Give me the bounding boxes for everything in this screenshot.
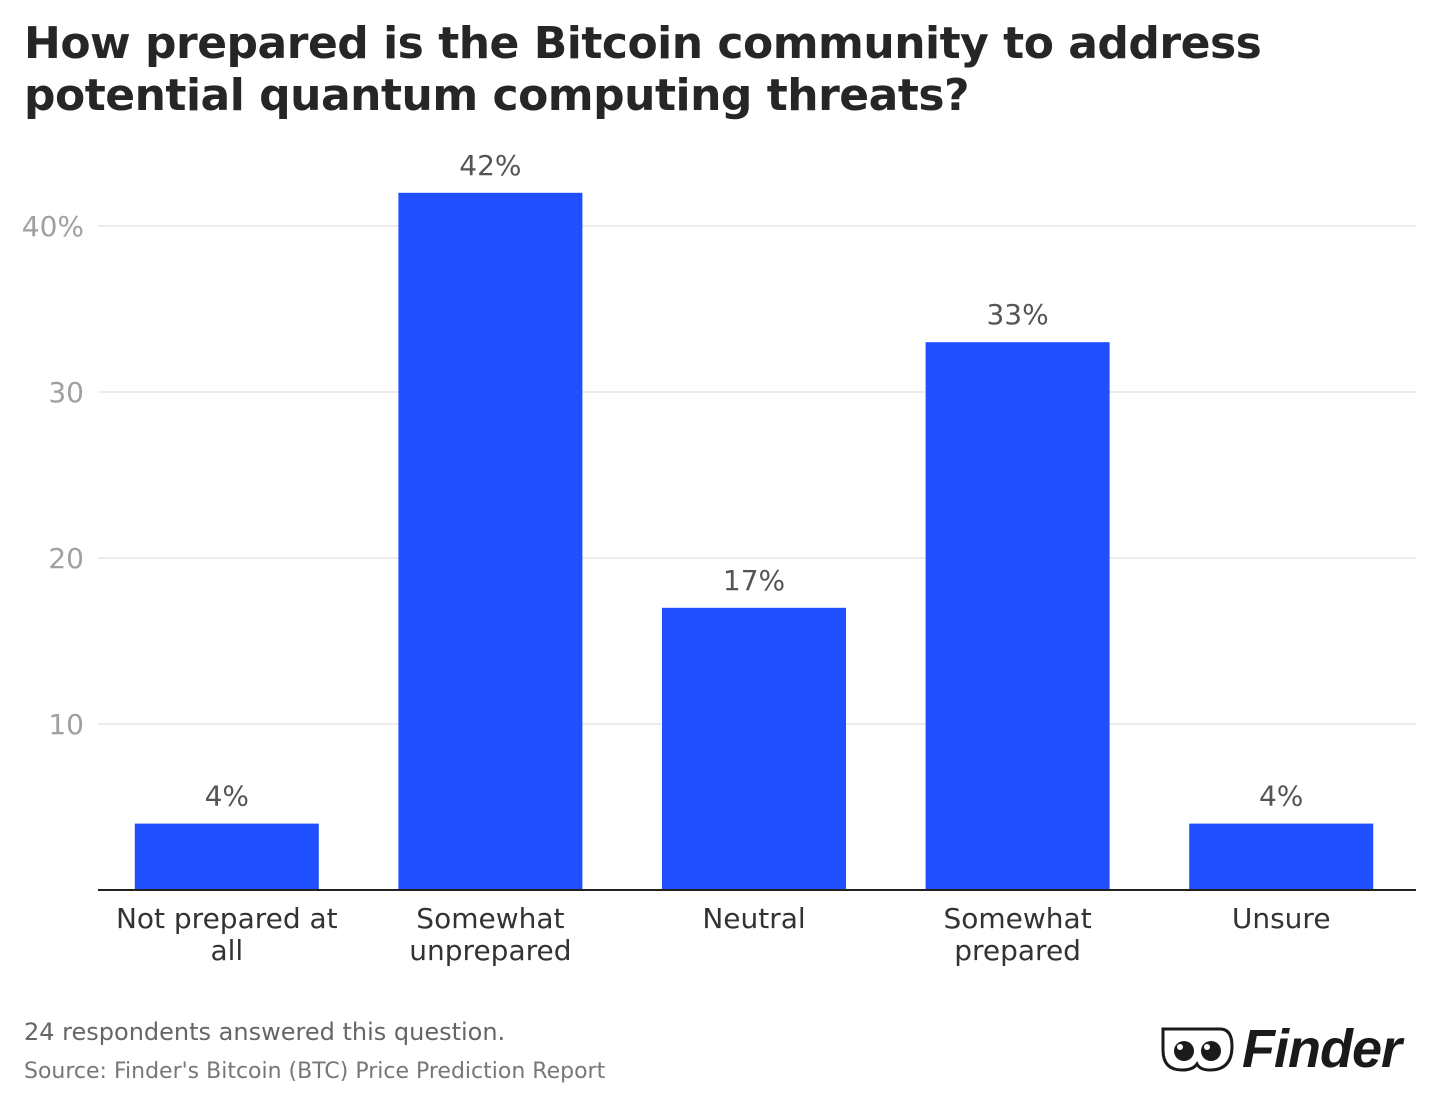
x-tick-label: Not prepared at — [116, 902, 338, 935]
x-tick-label: Somewhat — [943, 902, 1091, 935]
x-tick-label: all — [210, 934, 243, 967]
y-tick-label: 40% — [22, 210, 84, 243]
chart-title: How prepared is the Bitcoin community to… — [24, 18, 1262, 121]
finder-logo: Finder — [1160, 1018, 1402, 1080]
x-tick-label: prepared — [954, 934, 1081, 967]
data-label: 4% — [205, 780, 249, 813]
eyes-icon — [1161, 1027, 1234, 1072]
x-tick-label: Somewhat — [416, 902, 564, 935]
data-label: 4% — [1259, 780, 1303, 813]
bar — [134, 823, 319, 890]
y-tick-label: 20 — [48, 542, 84, 575]
x-tick-label: Unsure — [1232, 902, 1331, 935]
y-tick-label: 30 — [48, 376, 84, 409]
bar — [925, 342, 1110, 890]
footnote: 24 respondents answered this question. — [24, 1018, 506, 1046]
bar — [1189, 823, 1374, 890]
source-note: Source: Finder's Bitcoin (BTC) Price Pre… — [24, 1059, 606, 1084]
bar — [398, 192, 583, 891]
data-label: 42% — [459, 149, 521, 182]
bar — [662, 607, 846, 890]
data-label: 17% — [723, 564, 785, 597]
x-tick-label: Neutral — [702, 902, 805, 935]
data-label: 33% — [986, 298, 1048, 331]
y-tick-label: 10 — [48, 708, 84, 741]
x-tick-label: unprepared — [409, 934, 571, 967]
brand-name: Finder — [1242, 1019, 1402, 1079]
